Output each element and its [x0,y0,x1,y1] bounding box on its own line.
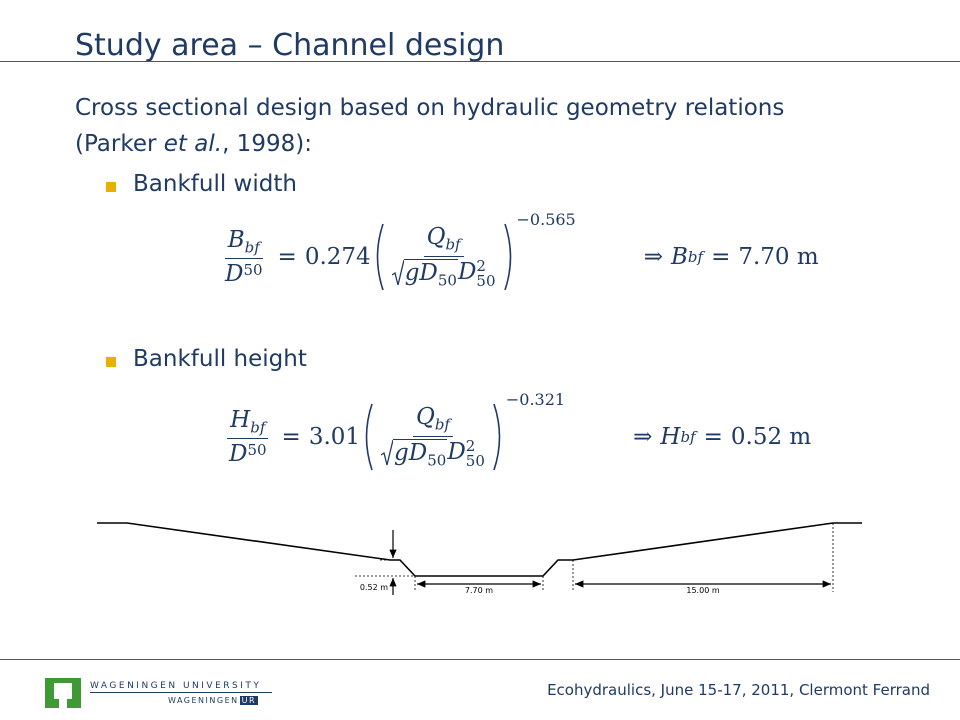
lhs-var: B [227,226,245,253]
q-sub: bf [445,236,461,254]
bullet-label: Bankfull width [133,171,297,197]
parenthesis [365,403,373,471]
d2-sub: 50 [465,452,485,470]
d-var: D [408,440,428,466]
g-var: g [394,440,409,466]
implies: ⇒ [633,424,653,450]
q-var: Q [415,404,435,431]
denom-sub: 50 [247,441,267,460]
channel-profile [97,522,862,577]
d2-sup: 2 [465,437,476,455]
logo-left: WAGENINGEN [168,696,239,705]
width-label: 7.70 m [465,586,493,595]
result-value: 7.70 m [738,244,819,270]
logo-text: WAGENINGEN UNIVERSITY [90,681,262,691]
coefficient: 3.01 [308,424,361,450]
exponent: −0.565 [516,210,576,229]
result-sub: bf [680,428,696,446]
q-sub: bf [434,416,450,434]
denom-sub: 50 [243,261,263,280]
coefficient: 0.274 [304,244,371,270]
lhs-sub: bf [244,238,260,257]
bullet-marker [106,182,116,192]
d2-var: D [447,439,466,465]
d-sub: 50 [437,271,457,290]
cross-section: 0.52 m 7.70 m 15.00 m [97,522,862,595]
floodplain-label: 15.00 m [686,586,719,595]
d2-var: D [457,259,477,285]
logo-right: UR [239,696,259,705]
equals: = [703,424,723,450]
exponent: −0.321 [505,390,566,409]
footer-rule [0,659,960,660]
denom-var: D [229,441,248,468]
result-var: H [660,424,681,450]
denom-var: D [225,261,244,288]
q-var: Q [426,224,446,251]
height-label: 0.52 m [360,583,388,592]
bullet-marker [106,357,116,367]
sqrt-sign [391,259,404,286]
result-sub: bf [687,248,704,266]
bullet-label: Bankfull height [133,346,307,372]
result-value: 0.52 m [730,424,812,450]
d2-sup: 2 [476,257,486,275]
logo-text: WAGENINGEN UR [168,696,259,705]
citation-italic: et al. [163,131,223,157]
lhs-var: H [230,406,251,433]
logo-mark [45,678,81,708]
conference: Ecohydraulics, June 15-17, 2011, Clermon… [547,681,930,699]
lhs-sub: bf [250,418,266,437]
citation: (Parker et al., 1998): [75,131,312,157]
d-sub: 50 [427,451,447,470]
g-var: g [404,260,420,286]
citation-close: , 1998): [222,131,312,157]
d-var: D [419,260,438,286]
equals: = [711,244,731,270]
citation-open: (Parker [75,131,164,157]
intro: Cross sectional design based on hydrauli… [75,95,785,121]
equals: = [277,244,297,270]
logo-rule [90,692,272,693]
slide-title: Study area – Channel design [75,28,505,63]
parenthesis [493,403,501,471]
sqrt-sign [381,439,394,466]
result-var: B [671,244,688,270]
parenthesis [503,223,511,291]
implies: ⇒ [643,244,664,270]
title-rule [0,61,960,62]
d2-sub: 50 [476,272,496,290]
equals: = [281,424,301,450]
parenthesis [376,223,384,291]
